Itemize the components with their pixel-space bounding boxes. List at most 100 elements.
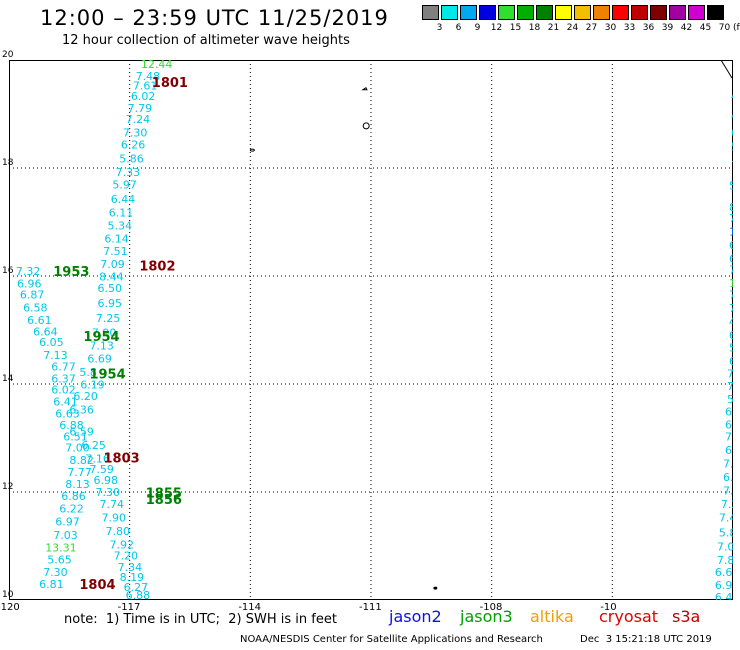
swh-value-label: 5.34 — [108, 220, 132, 233]
swh-value-label: 7.38 — [723, 458, 733, 471]
swh-value-label: 7.40 — [729, 302, 733, 315]
coastline — [720, 60, 733, 79]
swh-value-label: 7.00 — [65, 442, 90, 455]
swh-value-label: 7 — [731, 159, 733, 172]
scale-swatch — [460, 5, 477, 20]
swh-value-label: 7.06 — [717, 540, 733, 553]
swh-value-label: 6.44 — [725, 405, 733, 418]
scale-label: 6 — [455, 23, 462, 33]
swh-value-label: 6.36 — [69, 404, 94, 417]
scale-swatch — [441, 5, 458, 20]
swh-value-label: 6.88 — [126, 589, 150, 600]
swh-value-label: 6.64 — [33, 325, 58, 338]
swh-value-label: 6.72 — [725, 418, 733, 431]
swh-value-label: 8.44 — [99, 270, 124, 283]
wave-height-map: 12.447.487.616.027.797.247.306.265.867.3… — [9, 60, 733, 600]
swh-value-label: 6.65 — [715, 566, 733, 579]
y-tick-label: 18 — [2, 158, 14, 168]
swh-value-label: 7.03 — [53, 529, 78, 542]
scale-swatch — [650, 5, 667, 20]
scale-label: 12 — [490, 23, 503, 33]
swh-value-label: 7.79 — [128, 102, 152, 115]
swh-value-label: 5.44 — [727, 393, 733, 406]
swh-value-label: 6.81 — [39, 578, 64, 591]
track-time-label: 1803 — [104, 451, 140, 466]
swh-value-label: 6.59 — [69, 425, 94, 438]
scale-swatch — [536, 5, 553, 20]
scale-label: 18 — [528, 23, 541, 33]
swh-value-label: 7.23 — [721, 498, 733, 511]
swh-value-label: 7.42 — [727, 380, 733, 393]
scale-swatch — [479, 5, 496, 20]
swh-value-label: 7.14 — [729, 289, 733, 302]
swh-value-label: 6.41 — [53, 396, 78, 409]
scale-swatch — [593, 5, 610, 20]
scale-label: 24 — [566, 23, 579, 33]
x-tick-label: -117 — [117, 602, 141, 613]
island-shape — [361, 86, 368, 91]
swh-value-label: 6.63 — [55, 407, 80, 420]
swh-value-label: 6.69 — [87, 352, 112, 365]
swh-value-label: 6.97 — [55, 515, 80, 528]
footer-credit: NOAA/NESDIS Center for Satellite Applica… — [240, 634, 543, 645]
swh-value-label: 6.88 — [59, 419, 84, 432]
swh-value-label: 7.20 — [114, 550, 139, 563]
footer-timestamp: Dec 3 15:21:18 UTC 2019 — [580, 634, 712, 645]
swh-value-label: 6.46 — [715, 591, 733, 600]
scale-swatch — [517, 5, 534, 20]
swh-value-label: 6.38 — [729, 355, 733, 368]
scale-swatch — [707, 5, 724, 20]
swh-value-label: 7.46 — [719, 512, 733, 525]
swh-value-label: 6.20 — [73, 390, 98, 403]
swh-value-label: 4.39 — [729, 316, 733, 329]
track-time-label: 1856 — [146, 493, 182, 508]
scale-label: 33 — [623, 23, 636, 33]
scale-label: 36 — [642, 23, 655, 33]
x-tick-label: -108 — [479, 602, 503, 613]
swh-value-label: 7.33 — [727, 368, 733, 381]
swh-value-label: 6.65 — [723, 471, 733, 484]
scale-label: 27 — [585, 23, 598, 33]
swh-value-label: 7.34 — [118, 561, 143, 574]
island-shape — [362, 122, 370, 130]
swh-value-label: 5 — [731, 141, 733, 154]
swh-value-label: 6.27 — [124, 581, 149, 594]
y-tick-label: 20 — [2, 50, 14, 60]
y-tick-label: 16 — [2, 266, 14, 276]
swh-value-label: 6.61 — [27, 314, 51, 327]
swh-value-label: 7.80 — [717, 554, 733, 567]
swh-value-label: 6.25 — [81, 439, 106, 452]
swh-value-label: 7.51 — [103, 245, 128, 258]
swh-value-label: 5.97 — [112, 179, 137, 192]
swh-value-label: 6.14 — [104, 233, 128, 246]
swh-value-label: 13.31 — [45, 541, 76, 554]
swh-value-label: 4 — [731, 109, 733, 122]
scale-label: 45 — [699, 23, 712, 33]
swh-value-label: 6.98 — [93, 474, 118, 487]
swh-value-label: 6.02 — [51, 384, 76, 397]
swh-value-label: 6.58 — [23, 302, 48, 315]
swh-value-label: 7.30 — [95, 486, 120, 499]
swh-value-label: 7.04 — [725, 431, 733, 444]
swh-value-label: 6.18 — [729, 329, 733, 342]
track-time-label: 1954 — [89, 368, 125, 383]
track-time-label: 1855 — [146, 486, 182, 501]
swh-value-label: 7.16 — [85, 452, 110, 465]
swh-value-label: 7.48 — [136, 70, 161, 83]
x-tick-label: -114 — [238, 602, 262, 613]
swh-value-label: 6.95 — [97, 297, 122, 310]
swh-value-label: 6.37 — [51, 372, 76, 385]
swh-value-label: 6.26 — [121, 139, 146, 152]
mission-jason3: jason3 — [460, 607, 513, 626]
swh-value-label: 7.90 — [102, 512, 127, 525]
scale-swatch — [612, 5, 629, 20]
swh-value-label: 7. — [729, 212, 733, 225]
swh-value-label: 7.1 — [729, 263, 733, 276]
page-subtitle: 12 hour collection of altimeter wave hei… — [62, 33, 350, 48]
scale-label: 9 — [474, 23, 481, 33]
footer-note: note: 1) Time is in UTC; 2) SWH is in fe… — [64, 612, 337, 627]
scale-swatch — [631, 5, 648, 20]
swh-value-label: 7.30 — [123, 127, 148, 140]
swh-value-label: 7.13 — [43, 349, 68, 362]
scale-label: 39 — [661, 23, 674, 33]
